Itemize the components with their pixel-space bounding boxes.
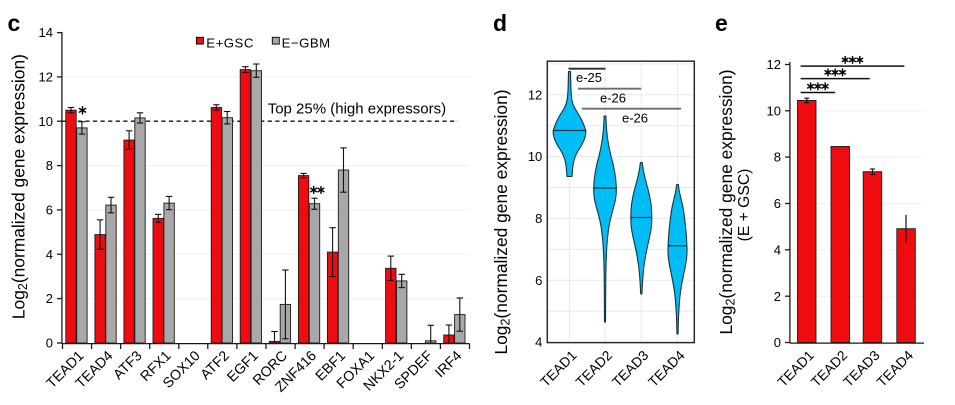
- svg-text:10: 10: [767, 103, 781, 118]
- svg-text:6: 6: [774, 196, 781, 211]
- svg-text:e: e: [715, 10, 728, 36]
- svg-text:E−GBM: E−GBM: [282, 36, 331, 51]
- svg-text:Log2(normalized gene expressio: Log2(normalized gene expression): [491, 89, 513, 354]
- svg-text:12: 12: [767, 57, 781, 72]
- svg-text:e-25: e-25: [576, 70, 602, 85]
- svg-text:6: 6: [46, 203, 53, 218]
- svg-text:e-26: e-26: [600, 90, 626, 105]
- svg-text:2: 2: [46, 291, 53, 306]
- svg-text:4: 4: [46, 247, 53, 262]
- svg-text:4: 4: [774, 242, 781, 257]
- svg-text:10: 10: [39, 114, 53, 129]
- svg-text:12: 12: [39, 70, 53, 85]
- svg-text:8: 8: [46, 158, 53, 173]
- svg-text:E+GSC: E+GSC: [206, 36, 254, 51]
- svg-text:8: 8: [535, 211, 542, 226]
- svg-text:10: 10: [528, 149, 542, 164]
- svg-text:e-26: e-26: [622, 111, 648, 126]
- svg-text:2: 2: [774, 289, 781, 304]
- svg-text:12: 12: [528, 87, 542, 102]
- svg-text:d: d: [493, 10, 507, 36]
- svg-text:Top 25% (high expressors): Top 25% (high expressors): [268, 101, 446, 118]
- svg-text:4: 4: [535, 335, 542, 350]
- svg-text:(E + GSC): (E + GSC): [736, 169, 753, 242]
- svg-text:8: 8: [774, 150, 781, 165]
- svg-text:0: 0: [774, 335, 781, 350]
- svg-text:Log2(normalized gene expressio: Log2(normalized gene expression): [8, 54, 30, 319]
- svg-text:c: c: [8, 10, 21, 36]
- svg-text:14: 14: [39, 25, 53, 40]
- svg-text:0: 0: [46, 336, 53, 351]
- svg-text:Log2(normalized gene expressio: Log2(normalized gene expression): [716, 69, 738, 334]
- svg-text:6: 6: [535, 273, 542, 288]
